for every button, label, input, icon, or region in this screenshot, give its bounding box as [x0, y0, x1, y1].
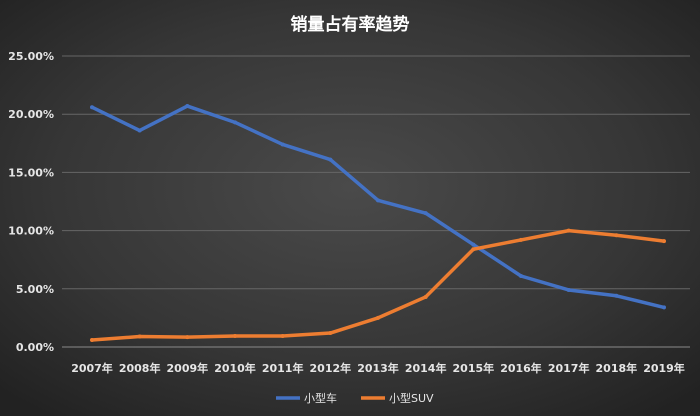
data-point [662, 239, 666, 244]
data-point [471, 242, 476, 247]
data-point [376, 315, 380, 320]
x-tick-label: 2007年 [71, 361, 113, 375]
y-tick-label: 25.00% [8, 50, 54, 63]
x-tick-label: 2017年 [548, 361, 590, 375]
data-point [280, 333, 285, 338]
x-tick-label: 2015年 [453, 361, 495, 375]
data-point [662, 305, 666, 310]
data-point [376, 198, 380, 203]
y-tick-label: 10.00% [8, 225, 54, 238]
data-point [566, 287, 571, 292]
legend-label: 小型车 [304, 391, 337, 405]
x-tick-label: 2010年 [214, 361, 256, 375]
data-point [519, 237, 523, 242]
x-tick-label: 2012年 [310, 361, 352, 375]
data-point [185, 104, 190, 109]
data-point [566, 228, 571, 233]
x-tick-label: 2009年 [167, 361, 209, 375]
data-point [614, 233, 619, 238]
y-tick-label: 20.00% [8, 108, 54, 121]
data-point [137, 334, 142, 339]
data-point [233, 333, 237, 338]
chart-title: 销量占有率趋势 [291, 14, 410, 35]
data-point [471, 247, 476, 252]
y-tick-label: 5.00% [16, 283, 54, 296]
x-tick-label: 2013年 [357, 361, 399, 375]
data-point [233, 120, 237, 125]
x-tick-label: 2008年 [119, 361, 161, 375]
x-tick-label: 2014年 [405, 361, 447, 375]
data-point [280, 142, 285, 147]
data-point [90, 105, 94, 110]
data-point [328, 331, 333, 336]
x-tick-label: 2016年 [500, 361, 542, 375]
data-point [137, 128, 142, 133]
y-tick-label: 15.00% [8, 166, 54, 179]
data-point [90, 338, 94, 343]
x-tick-label: 2019年 [643, 361, 685, 375]
data-point [519, 273, 523, 278]
x-tick-label: 2011年 [262, 361, 304, 375]
data-point [423, 294, 428, 299]
y-tick-label: 0.00% [16, 341, 54, 354]
data-point [185, 335, 190, 340]
legend-label: 小型SUV [389, 391, 434, 405]
x-tick-label: 2018年 [596, 361, 638, 375]
data-point [328, 157, 333, 162]
data-point [423, 211, 428, 216]
data-point [614, 293, 619, 298]
